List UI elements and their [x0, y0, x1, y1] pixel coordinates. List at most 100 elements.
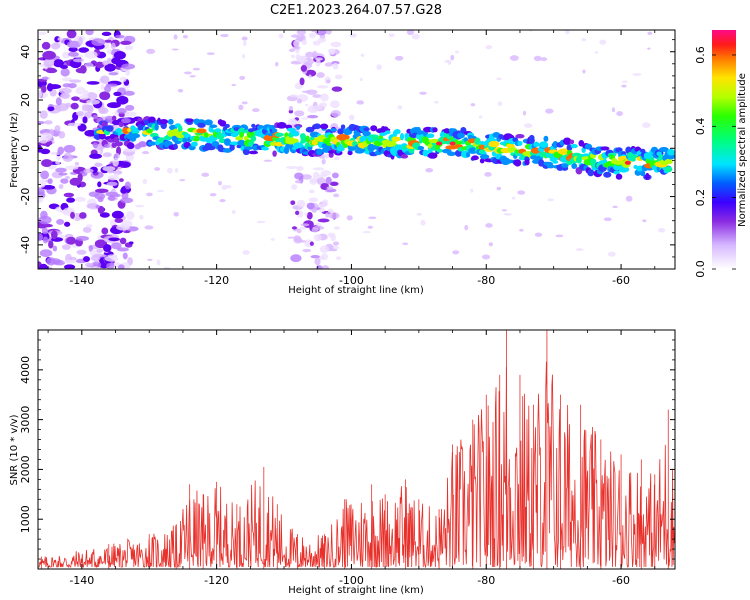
noise-blob — [58, 131, 66, 139]
noise-blob — [316, 265, 323, 269]
ridge-blob — [552, 160, 559, 164]
noise-blob — [106, 49, 112, 55]
noise-blob — [298, 240, 307, 243]
ridge-blob — [600, 146, 610, 151]
noise-blob — [76, 249, 87, 255]
noise-blob — [86, 99, 100, 105]
ridge-core — [336, 133, 350, 141]
noise-blob — [60, 209, 74, 214]
noise-blob — [394, 55, 404, 61]
noise-blob — [326, 186, 334, 190]
noise-blob — [304, 104, 309, 107]
ridge-blob — [399, 133, 405, 141]
noise-blob — [300, 223, 310, 227]
noise-blob — [141, 150, 150, 155]
ridge-blob — [640, 170, 646, 177]
noise-blob — [312, 167, 325, 171]
noise-blob — [86, 81, 100, 85]
ridge-blob — [533, 142, 540, 147]
noise-blob — [85, 30, 94, 36]
noise-blob — [540, 57, 548, 62]
ridge-core — [478, 144, 486, 150]
noise-blob — [122, 252, 128, 260]
noise-blob — [62, 154, 74, 162]
noise-blob — [291, 54, 295, 58]
noise-blob — [312, 50, 318, 59]
noise-blob — [60, 92, 70, 99]
noise-blob — [288, 109, 294, 114]
ridge-blob — [326, 142, 332, 146]
noise-blob — [289, 94, 299, 98]
ridge-blob — [613, 170, 620, 175]
noise-blob — [116, 95, 129, 105]
noise-blob — [333, 156, 340, 161]
noise-blob — [101, 227, 109, 235]
noise-blob — [83, 168, 94, 174]
ridge-blob — [261, 146, 269, 151]
noise-blob — [84, 262, 94, 268]
ridge-blob — [479, 158, 485, 164]
noise-blob — [367, 225, 373, 229]
ridge-blob — [248, 150, 259, 155]
noise-blob — [56, 219, 65, 225]
ridge-blob — [400, 154, 409, 159]
noise-blob — [519, 228, 524, 232]
noise-blob — [106, 181, 118, 187]
noise-blob — [71, 96, 80, 101]
ridge-blob — [479, 154, 490, 160]
noise-blob — [252, 108, 260, 113]
ridge-blob — [316, 148, 323, 156]
noise-blob — [75, 67, 87, 74]
noise-blob — [63, 259, 77, 264]
noise-blob — [368, 216, 377, 220]
noise-blob — [97, 196, 104, 203]
noise-blob — [420, 219, 426, 226]
ridge-blob — [159, 119, 169, 125]
ridge-blob — [320, 123, 329, 130]
noise-blob — [301, 39, 307, 46]
noise-blob — [533, 55, 542, 62]
x-tick-label: -60 — [612, 574, 630, 587]
noise-blob — [642, 219, 647, 223]
ridge-blob — [237, 127, 246, 135]
ridge-blob — [337, 128, 345, 135]
noise-blob — [48, 240, 54, 249]
spectrogram-marks — [38, 30, 675, 269]
noise-blob — [192, 67, 201, 71]
ridge-blob — [630, 157, 636, 162]
y-tick-label: 4000 — [19, 356, 32, 384]
ridge-blob — [113, 136, 120, 143]
noise-blob — [157, 189, 165, 193]
noise-blob — [74, 196, 86, 202]
noise-blob — [300, 65, 308, 72]
ridge-peak — [624, 160, 631, 165]
noise-blob — [647, 31, 653, 35]
x-tick-label: -100 — [339, 274, 364, 287]
noise-blob — [124, 181, 131, 190]
noise-blob — [128, 241, 134, 245]
noise-blob — [301, 117, 309, 120]
noise-blob — [306, 115, 319, 119]
noise-blob — [308, 197, 319, 202]
noise-blob — [219, 198, 226, 203]
noise-blob — [119, 178, 124, 183]
noise-blob — [103, 244, 112, 253]
noise-blob — [220, 33, 229, 38]
noise-blob — [95, 205, 100, 209]
ridge-blob — [628, 154, 639, 159]
noise-blob — [416, 212, 422, 216]
noise-blob — [139, 214, 144, 220]
noise-blob — [39, 179, 46, 188]
noise-blob — [425, 168, 434, 173]
noise-blob — [330, 248, 338, 252]
noise-blob — [329, 181, 339, 186]
noise-blob — [60, 68, 70, 77]
noise-blob — [146, 192, 153, 197]
noise-blob — [314, 257, 321, 266]
noise-blob — [63, 264, 76, 269]
ridge-blob — [447, 151, 457, 157]
noise-blob — [411, 33, 420, 40]
noise-blob — [318, 207, 325, 213]
ridge-blob — [330, 128, 337, 132]
ridge-blob — [98, 132, 106, 140]
